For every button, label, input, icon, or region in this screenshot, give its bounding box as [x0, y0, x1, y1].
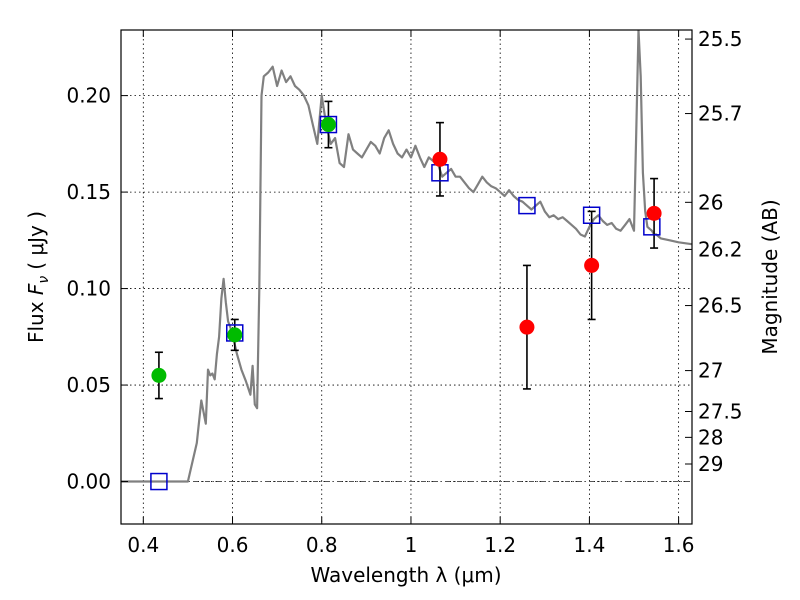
synthetic-square-2: [319, 115, 338, 134]
red-point-1: [519, 319, 535, 335]
x-tick-label-2: 0.8: [306, 533, 338, 557]
y2-tick-label-6: 27.5: [698, 399, 743, 423]
y2-tick-label-0: 25.5: [698, 27, 743, 51]
y-tick-label-0: 0.00: [66, 470, 111, 494]
x-tick-label-4: 1.2: [484, 533, 516, 557]
error-bars: [154, 100, 659, 400]
y-tick-label-3: 0.15: [66, 180, 111, 204]
x-tick-label-0: 0.4: [127, 533, 159, 557]
synthetic-photometry-squares: [150, 115, 661, 491]
red-point-3: [646, 205, 662, 221]
green-point-1: [227, 327, 243, 343]
x-tick-label-6: 1.6: [663, 533, 695, 557]
synthetic-square-0: [150, 472, 168, 491]
x-tick-label-1: 0.6: [217, 533, 249, 557]
y2-tick-label-1: 25.7: [698, 102, 743, 126]
synthetic-square-5: [582, 206, 601, 224]
y2-tick-label-7: 28: [698, 425, 723, 449]
x-axis-label: Wavelength λ (μm): [310, 563, 501, 587]
y2-tick-label-5: 27: [698, 359, 723, 383]
y2-tick-label-2: 26: [698, 190, 723, 214]
synthetic-square-4: [518, 196, 536, 215]
green-point-0: [151, 367, 167, 383]
red-point-2: [584, 257, 600, 273]
right-axis-label: Magnitude (AB): [758, 199, 782, 354]
observed-photometry-points: [151, 117, 662, 383]
x-tick-label-5: 1.4: [573, 533, 605, 557]
y2-tick-label-8: 29: [698, 452, 723, 476]
axes: [120, 29, 693, 525]
x-tick-label-3: 1: [405, 533, 418, 557]
y2-tick-label-4: 26.5: [698, 294, 743, 318]
y-tick-label-2: 0.10: [66, 277, 111, 301]
red-point-0: [432, 151, 448, 167]
plot-frame: [120, 29, 693, 525]
model-spectrum: [121, 30, 692, 483]
green-point-2: [320, 117, 336, 133]
y-tick-label-1: 0.05: [66, 373, 111, 397]
tick-labels: 0.4 0.6 0.8 1 1.2 1.4 1.6 0.00 0.05 0.10 0.15 0.20 2…: [66, 27, 742, 557]
y2-tick-label-3: 26.2: [698, 237, 743, 261]
y-tick-label-4: 0.20: [66, 84, 111, 108]
grid: [121, 30, 692, 524]
model-spectrum-line: [121, 30, 692, 483]
y-axis-label: Flux Fν( μJy ): [24, 211, 52, 343]
